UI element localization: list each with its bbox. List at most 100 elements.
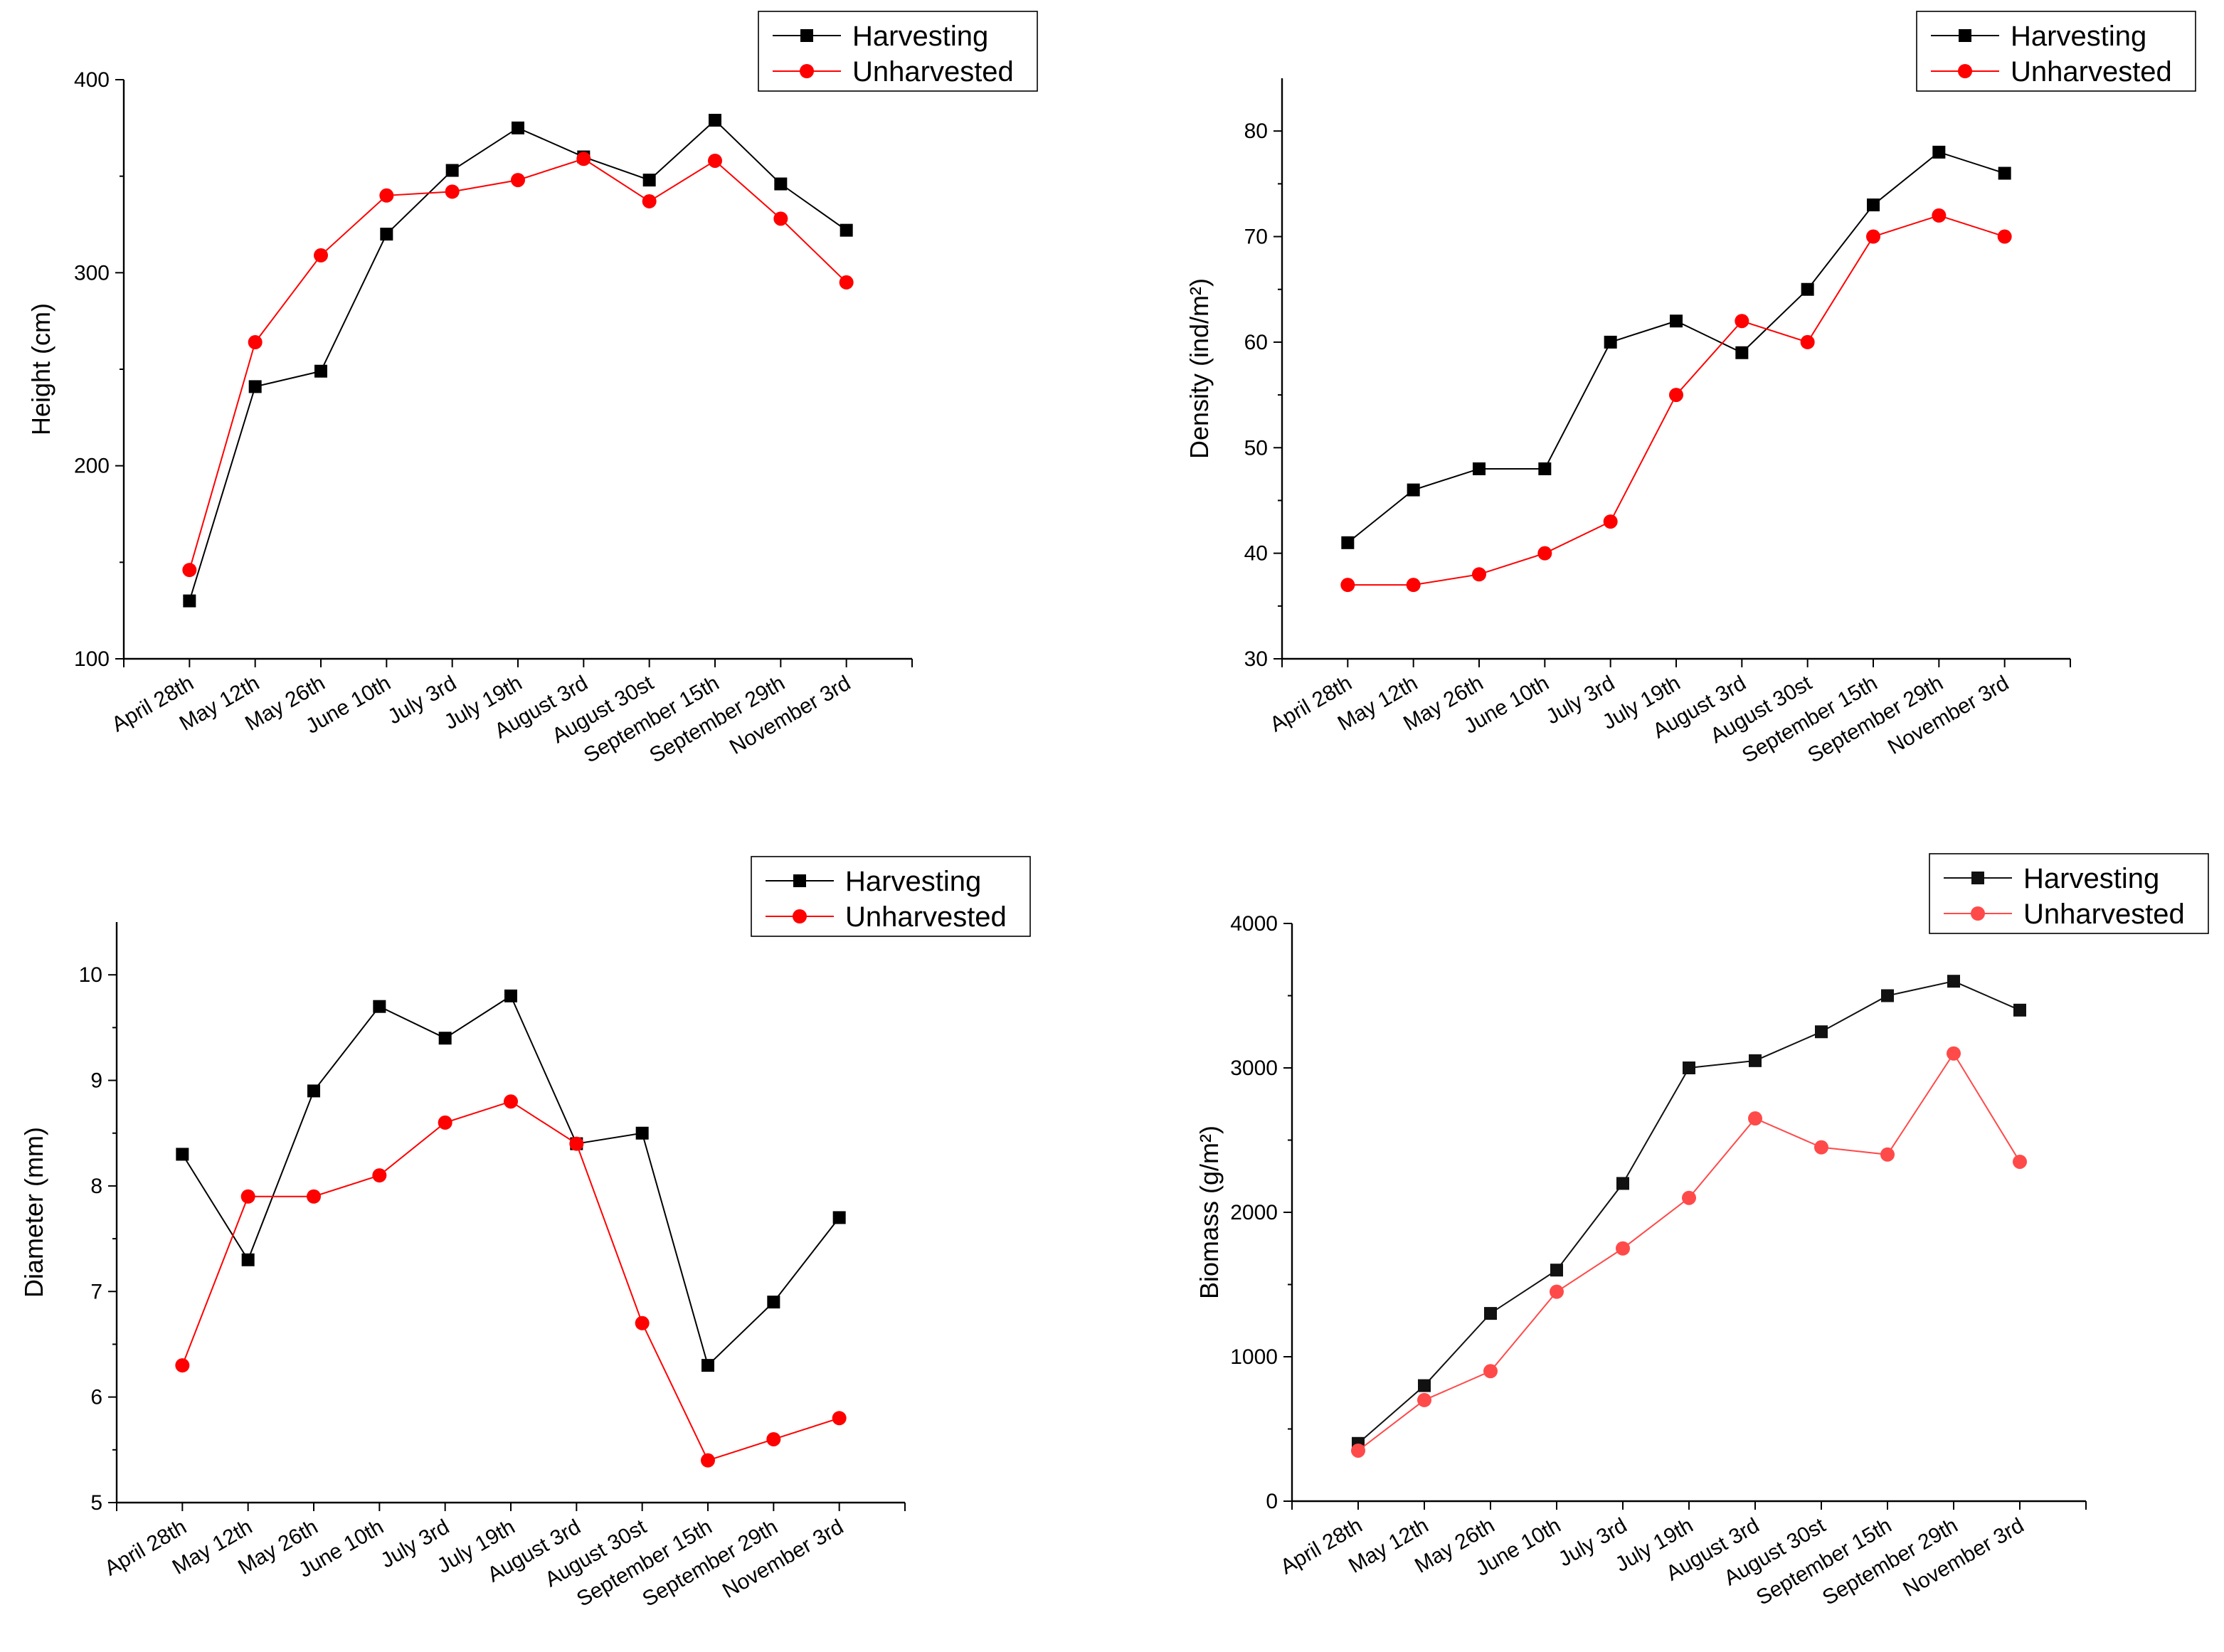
y-tick-label: 0	[1266, 1490, 1278, 1513]
legend-label: Harvesting	[2011, 21, 2146, 52]
marker	[1947, 1046, 1961, 1061]
marker	[1472, 567, 1486, 582]
marker	[512, 121, 524, 134]
marker	[2013, 1154, 2027, 1169]
marker	[1341, 536, 1355, 549]
marker	[1932, 208, 1947, 223]
legend-label: Harvesting	[852, 21, 988, 52]
marker	[701, 1453, 715, 1468]
y-tick-label: 200	[74, 455, 110, 478]
marker	[248, 380, 262, 393]
marker	[1682, 1190, 1696, 1205]
legend-marker	[1971, 872, 1984, 884]
y-tick-label: 3000	[1230, 1057, 1278, 1080]
marker	[314, 364, 327, 378]
marker	[380, 228, 393, 241]
marker	[1735, 346, 1749, 359]
marker	[1815, 1025, 1828, 1039]
legend-label: Harvesting	[845, 866, 981, 897]
marker	[1484, 1307, 1497, 1320]
marker	[1483, 1364, 1498, 1379]
marker	[839, 275, 854, 290]
marker	[1749, 1054, 1762, 1067]
marker	[642, 194, 657, 208]
marker	[635, 1315, 650, 1330]
y-axis-label: Diameter (mm)	[19, 1127, 48, 1298]
y-tick-label: 40	[1244, 542, 1268, 566]
marker	[1932, 145, 1946, 159]
marker	[2013, 1003, 2026, 1017]
y-tick-label: 60	[1244, 331, 1268, 354]
marker	[175, 1358, 190, 1373]
legend-marker	[800, 29, 813, 42]
marker	[248, 335, 263, 350]
marker	[1473, 462, 1486, 475]
y-tick-label: 10	[79, 963, 102, 987]
marker	[1866, 229, 1880, 244]
marker	[240, 1189, 255, 1204]
marker	[241, 1253, 255, 1266]
marker	[314, 248, 328, 263]
marker	[1748, 1111, 1762, 1126]
marker	[569, 1136, 584, 1151]
marker	[445, 164, 459, 177]
marker	[1881, 989, 1894, 1002]
legend-marker	[1958, 64, 1972, 78]
marker	[840, 223, 853, 237]
y-tick-label: 7	[90, 1280, 102, 1303]
marker	[1550, 1264, 1563, 1277]
marker	[1670, 314, 1683, 328]
marker	[1683, 1061, 1695, 1074]
marker	[1800, 334, 1815, 349]
marker	[438, 1032, 452, 1045]
marker	[635, 1126, 649, 1140]
marker	[1417, 1392, 1431, 1407]
marker	[182, 563, 197, 578]
marker	[176, 1148, 189, 1161]
y-tick-label: 5	[90, 1491, 102, 1515]
legend-marker	[1959, 29, 1971, 42]
y-tick-label: 2000	[1230, 1201, 1278, 1224]
marker	[1351, 1443, 1365, 1458]
legend-marker	[793, 874, 806, 887]
series-line	[189, 119, 847, 601]
marker	[307, 1189, 321, 1204]
y-tick-label: 8	[90, 1175, 102, 1198]
marker	[1880, 1147, 1895, 1162]
marker	[511, 173, 525, 188]
y-tick-label: 30	[1244, 647, 1268, 671]
y-tick-label: 4000	[1230, 912, 1278, 936]
y-tick-label: 300	[74, 261, 110, 285]
series-line	[1347, 151, 2005, 544]
marker	[709, 113, 721, 127]
marker	[1603, 514, 1618, 529]
marker	[183, 594, 196, 608]
marker	[766, 1431, 781, 1446]
legend-label: Harvesting	[2023, 863, 2159, 894]
marker	[1669, 388, 1683, 403]
y-axis-label: Biomass (g/m²)	[1195, 1126, 1224, 1299]
marker	[1537, 546, 1552, 561]
y-tick-label: 80	[1244, 120, 1268, 143]
marker	[576, 152, 591, 166]
marker	[373, 1000, 386, 1013]
marker	[438, 1115, 452, 1130]
marker	[1801, 282, 1814, 296]
marker	[1616, 1177, 1629, 1190]
marker	[773, 211, 788, 226]
marker	[504, 1094, 518, 1109]
marker	[1867, 198, 1880, 212]
marker	[1616, 1241, 1630, 1256]
marker	[379, 188, 394, 203]
legend-marker	[800, 64, 814, 78]
marker	[832, 1211, 846, 1224]
marker	[1947, 975, 1960, 988]
marker	[1407, 483, 1420, 497]
y-axis-label: Density (ind/m²)	[1185, 278, 1214, 459]
marker	[832, 1411, 847, 1426]
